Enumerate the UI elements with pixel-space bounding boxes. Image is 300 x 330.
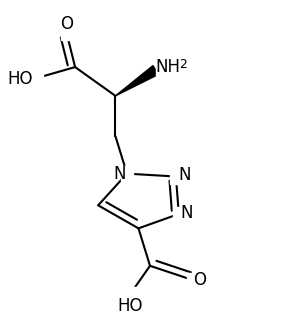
Bar — [156, 63, 184, 77]
Text: N: N — [179, 166, 191, 184]
Text: 2: 2 — [179, 58, 187, 71]
Text: O: O — [193, 271, 206, 289]
Text: NH: NH — [156, 58, 181, 76]
Polygon shape — [116, 66, 159, 96]
Bar — [173, 207, 184, 221]
Text: N: N — [113, 165, 125, 182]
Bar — [121, 287, 139, 302]
Text: HO: HO — [8, 70, 33, 87]
Bar — [61, 25, 72, 40]
Bar — [170, 169, 182, 184]
Text: O: O — [60, 15, 73, 33]
Bar — [121, 166, 133, 181]
Bar — [188, 273, 199, 287]
Text: HO: HO — [117, 297, 142, 315]
Text: N: N — [180, 204, 193, 221]
Bar — [26, 71, 44, 86]
